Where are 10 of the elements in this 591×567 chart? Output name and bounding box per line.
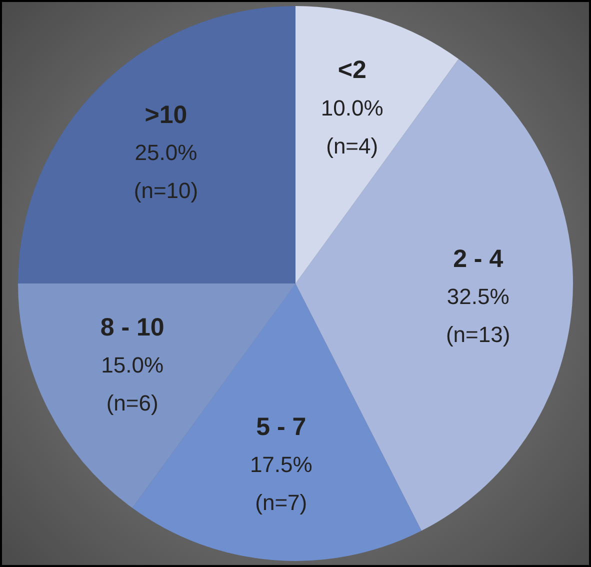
- data-label: 25.0% (n=10): [134, 140, 198, 204]
- slice-label: 8 - 10: [100, 314, 164, 342]
- slice-label: <2: [338, 56, 366, 84]
- data-label: 32.5% (n=13): [446, 284, 510, 347]
- data-label: 10.0% (n=4): [320, 95, 384, 158]
- data-label: 15.0% (n=6): [101, 352, 164, 416]
- slice-label: 2 - 4: [453, 244, 504, 273]
- data-label: 17.5% (n=7): [250, 452, 312, 516]
- slice-label: >10: [144, 100, 188, 129]
- slice-label: 5 - 7: [256, 412, 306, 441]
